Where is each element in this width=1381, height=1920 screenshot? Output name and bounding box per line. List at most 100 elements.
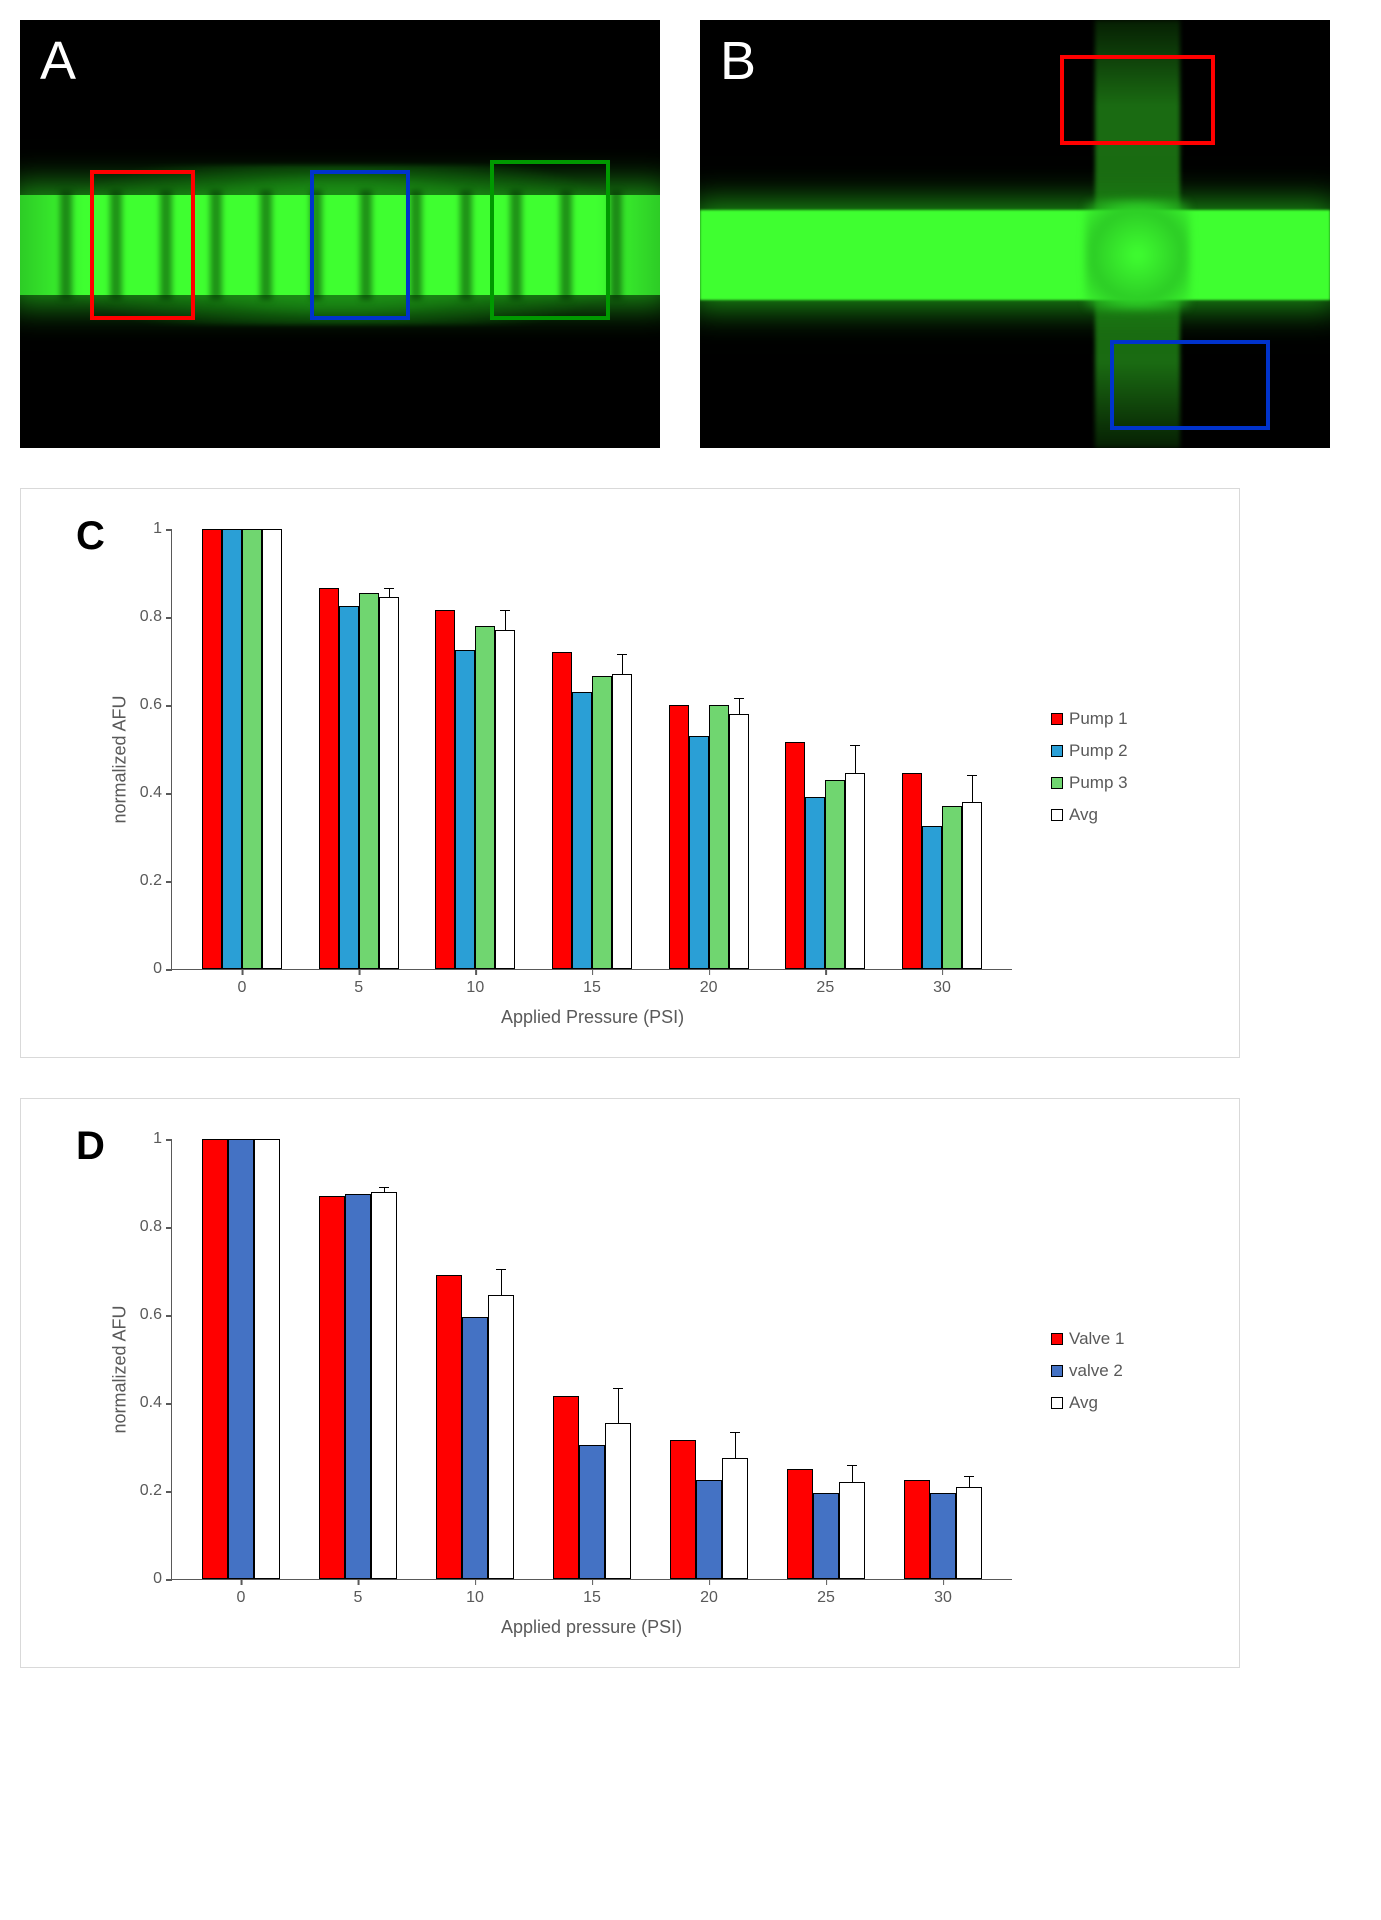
bar [553,1396,579,1579]
y-tick: 0.4 [140,1394,172,1412]
x-axis-label: Applied Pressure (PSI) [501,1007,684,1028]
legend-label: Pump 2 [1069,741,1128,761]
plot-area: 00.20.40.60.81051015202530 [171,529,1012,970]
legend-label: Avg [1069,1393,1098,1413]
x-tick: 20 [700,1579,718,1607]
bar [813,1493,839,1579]
bar [962,802,982,969]
legend-item: Valve 1 [1051,1329,1124,1349]
bar [345,1194,371,1579]
bar [242,529,262,969]
y-tick: 0.4 [140,784,172,802]
bar [930,1493,956,1579]
bar [722,1458,748,1579]
legend-label: Valve 1 [1069,1329,1124,1349]
y-tick: 1 [153,1130,172,1148]
top-row: A B [20,20,1361,448]
bar [319,588,339,969]
bar [805,797,825,969]
bar [228,1139,254,1579]
bar [942,806,962,969]
bar [436,1275,462,1579]
legend-swatch [1051,1365,1063,1377]
panel-label: C [76,514,105,559]
bar [435,610,455,969]
x-tick: 20 [700,969,718,997]
bar [669,705,689,969]
legend-swatch [1051,745,1063,757]
roi-green [490,160,610,320]
y-tick: 0.8 [140,1218,172,1236]
bar [592,676,612,969]
legend-swatch [1051,1397,1063,1409]
bar [689,736,709,969]
bar [670,1440,696,1579]
legend: Pump 1 Pump 2 Pump 3 Avg [1051,709,1128,825]
legend-swatch [1051,777,1063,789]
bar [612,674,632,969]
y-axis-label: normalized AFU [110,1305,131,1433]
bar [902,773,922,969]
bar [475,626,495,969]
roi-blue [1110,340,1270,430]
y-tick: 1 [153,520,172,538]
legend-label: Pump 1 [1069,709,1128,729]
bar [922,826,942,969]
x-tick: 5 [354,1579,363,1607]
legend-label: Pump 3 [1069,773,1128,793]
x-tick: 0 [237,1579,246,1607]
legend-label: Avg [1069,805,1098,825]
bar [379,597,399,969]
y-tick: 0 [153,1570,172,1588]
bar [319,1196,345,1579]
bar [572,692,592,969]
bar [787,1469,813,1579]
y-tick: 0 [153,960,172,978]
bar [488,1295,514,1579]
bar [579,1445,605,1579]
bar [254,1139,280,1579]
legend-label: valve 2 [1069,1361,1123,1381]
x-tick: 10 [466,1579,484,1607]
legend-swatch [1051,1333,1063,1345]
bar [605,1423,631,1579]
y-tick: 0.6 [140,696,172,714]
bar [339,606,359,969]
panel-b-label: B [720,30,756,92]
roi-red [90,170,195,320]
bar [696,1480,722,1579]
bar [785,742,805,969]
x-tick: 10 [466,969,484,997]
bar [371,1192,397,1579]
y-tick: 0.2 [140,872,172,890]
y-tick: 0.6 [140,1306,172,1324]
bar [709,705,729,969]
bar [729,714,749,969]
x-tick: 15 [583,969,601,997]
legend-item: Avg [1051,805,1128,825]
panel-a: A [20,20,660,448]
legend-item: Pump 1 [1051,709,1128,729]
legend-swatch [1051,809,1063,821]
bar [455,650,475,969]
y-axis-label: normalized AFU [110,695,131,823]
y-tick: 0.2 [140,1482,172,1500]
bar [462,1317,488,1579]
bar [495,630,515,969]
panel-label: D [76,1124,105,1169]
legend-item: Pump 3 [1051,773,1128,793]
x-tick: 30 [934,1579,952,1607]
bar [825,780,845,969]
legend-swatch [1051,713,1063,725]
figure: A B C00.20.40.60.81051015202530normalize… [20,20,1361,1668]
bar [202,1139,228,1579]
x-axis-label: Applied pressure (PSI) [501,1617,682,1638]
x-tick: 25 [817,1579,835,1607]
plot-area: 00.20.40.60.81051015202530 [171,1139,1012,1580]
bar [845,773,865,969]
legend-item: valve 2 [1051,1361,1124,1381]
bar [956,1487,982,1579]
y-tick: 0.8 [140,608,172,626]
x-tick: 15 [583,1579,601,1607]
x-tick: 5 [354,969,363,997]
